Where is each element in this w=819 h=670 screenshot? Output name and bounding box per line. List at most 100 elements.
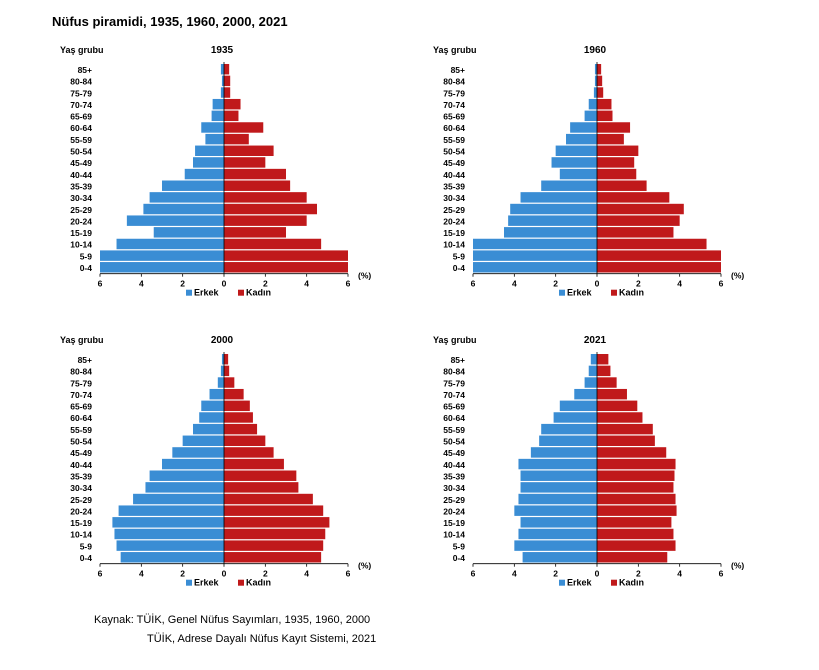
bar-erkek <box>211 110 224 122</box>
bar-erkek <box>118 505 224 516</box>
y-tick-label: 25-29 <box>443 205 465 215</box>
bar-erkek <box>209 388 224 400</box>
bar-kadin <box>597 180 647 191</box>
bar-erkek <box>518 493 597 505</box>
y-axis-label: Yaş grubu <box>433 335 477 345</box>
x-tick-label: 6 <box>471 569 476 579</box>
bar-erkek <box>522 552 597 563</box>
y-tick-label: 40-44 <box>443 460 465 470</box>
y-tick-label: 10-14 <box>70 240 92 250</box>
y-tick-label: 0-4 <box>453 553 466 563</box>
bar-erkek <box>114 528 224 540</box>
y-tick-label: 0-4 <box>80 553 93 563</box>
bar-kadin <box>224 482 299 493</box>
bar-erkek <box>149 470 224 481</box>
y-tick-label: 75-79 <box>70 88 92 98</box>
bar-kadin <box>224 180 291 191</box>
x-tick-label: 2 <box>553 569 558 579</box>
y-tick-label: 80-84 <box>443 367 465 377</box>
bar-erkek <box>220 64 224 75</box>
bar-kadin <box>597 133 624 145</box>
x-axis-unit: (%) <box>358 561 371 571</box>
y-tick-label: 10-14 <box>70 530 92 540</box>
bar-erkek <box>116 238 224 250</box>
bar-erkek <box>539 435 597 446</box>
bar-kadin <box>224 470 297 481</box>
bar-kadin <box>597 458 676 470</box>
bar-erkek <box>508 215 597 226</box>
bar-erkek <box>520 482 597 493</box>
bar-erkek <box>520 517 597 528</box>
bar-erkek <box>184 168 224 180</box>
bar-kadin <box>597 517 672 528</box>
y-tick-label: 60-64 <box>70 123 92 133</box>
y-tick-label: 10-14 <box>443 240 465 250</box>
y-tick-label: 65-69 <box>70 112 92 122</box>
y-tick-label: 60-64 <box>443 413 465 423</box>
y-tick-label: 50-54 <box>70 437 92 447</box>
bar-erkek <box>201 122 224 133</box>
x-tick-label: 2 <box>553 279 558 289</box>
y-tick-label: 60-64 <box>70 413 92 423</box>
bar-kadin <box>224 238 322 250</box>
bar-kadin <box>597 400 638 412</box>
bar-erkek <box>172 447 224 458</box>
y-tick-label: 80-84 <box>443 77 465 87</box>
y-tick-label: 55-59 <box>70 135 92 145</box>
y-tick-label: 5-9 <box>453 541 466 551</box>
y-tick-label: 75-79 <box>443 378 465 388</box>
bar-erkek <box>541 180 597 191</box>
bar-erkek <box>555 145 597 156</box>
y-tick-label: 40-44 <box>70 170 92 180</box>
bar-kadin <box>224 412 253 423</box>
bar-erkek <box>473 262 597 273</box>
bar-kadin <box>224 552 322 563</box>
bar-kadin <box>224 122 264 133</box>
bar-erkek <box>559 400 597 412</box>
bar-kadin <box>224 145 274 156</box>
bar-erkek <box>212 98 224 110</box>
bar-erkek <box>530 447 597 458</box>
y-tick-label: 65-69 <box>443 112 465 122</box>
legend-label-erkek: Erkek <box>567 288 593 298</box>
chart-title: 2000 <box>211 335 234 346</box>
bar-kadin <box>597 192 670 203</box>
y-tick-label: 45-49 <box>70 448 92 458</box>
bar-kadin <box>224 388 244 400</box>
x-tick-label: 4 <box>304 569 309 579</box>
bar-erkek <box>590 354 597 365</box>
y-tick-label: 80-84 <box>70 77 92 87</box>
bar-erkek <box>588 98 597 110</box>
bar-erkek <box>584 377 597 388</box>
x-tick-label: 2 <box>636 569 641 579</box>
bar-erkek <box>220 365 224 377</box>
chart-title: 1960 <box>584 45 607 56</box>
bar-kadin <box>597 505 677 516</box>
bar-kadin <box>597 227 674 238</box>
x-tick-label: 6 <box>346 279 351 289</box>
x-tick-label: 0 <box>222 569 227 579</box>
bar-erkek <box>100 262 224 273</box>
pyramid-panel-1935: Yaş grubu 1935 85+ 80-84 75-79 70-74 65-69 60-6… <box>52 40 382 330</box>
legend-label-kadin: Kadın <box>619 288 644 298</box>
bar-kadin <box>597 98 612 110</box>
y-tick-label: 20-24 <box>443 506 465 516</box>
bar-kadin <box>224 377 235 388</box>
y-tick-label: 35-39 <box>70 181 92 191</box>
bar-erkek <box>520 192 597 203</box>
bar-kadin <box>224 168 286 180</box>
x-tick-label: 2 <box>180 569 185 579</box>
source-line-1: Kaynak: TÜİK, Genel Nüfus Sayımları, 193… <box>94 614 371 626</box>
y-tick-label: 30-34 <box>443 483 465 493</box>
bar-kadin <box>224 517 330 528</box>
bar-erkek <box>112 517 224 528</box>
bar-kadin <box>224 75 231 87</box>
y-tick-label: 30-34 <box>443 193 465 203</box>
y-axis-label: Yaş grubu <box>60 335 104 345</box>
y-tick-label: 70-74 <box>70 100 92 110</box>
y-tick-label: 40-44 <box>443 170 465 180</box>
bar-kadin <box>597 354 609 365</box>
y-tick-label: 25-29 <box>70 205 92 215</box>
y-tick-label: 75-79 <box>70 378 92 388</box>
